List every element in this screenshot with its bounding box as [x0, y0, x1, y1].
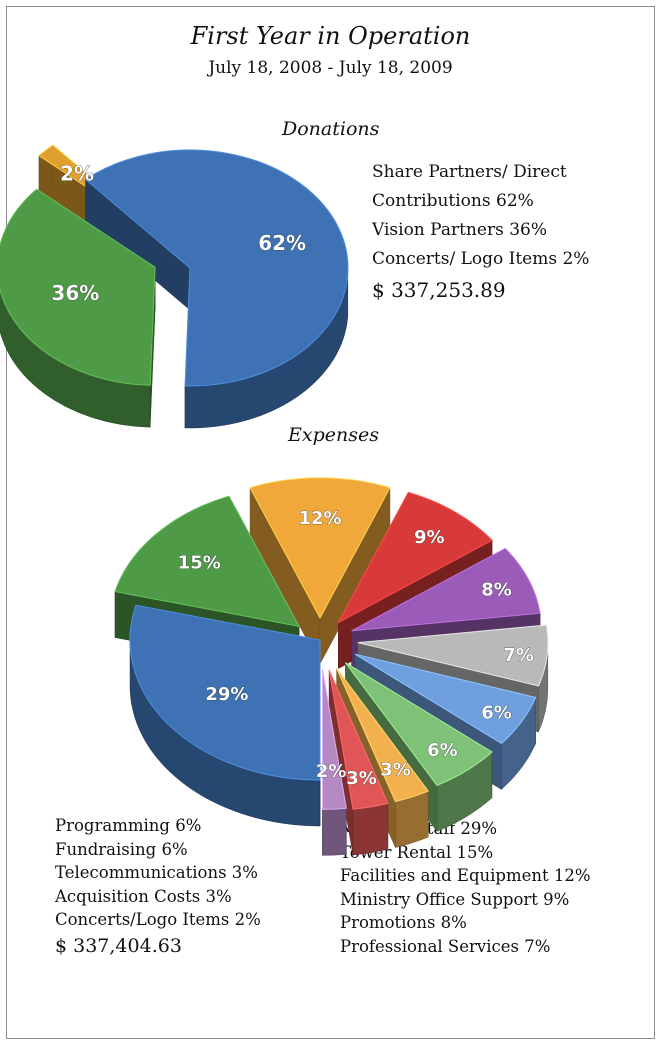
- expenses-legend-item: Facilities and Equipment 12%: [340, 866, 591, 885]
- expenses-slice-3: [249, 477, 391, 665]
- expenses-slice-10: [328, 670, 389, 856]
- donations-legend-line-3: Vision Partners 36%: [372, 220, 547, 240]
- expenses-title: Expenses: [288, 424, 379, 446]
- expenses-data-label: 8%: [481, 580, 512, 601]
- donations-slice-1: [84, 149, 349, 429]
- expenses-legend-item: Concerts/Logo Items 2%: [55, 910, 261, 929]
- donations-slice-2: [0, 188, 156, 428]
- expenses-legend-item: Telecommunications 3%: [55, 863, 258, 882]
- expenses-slice-1: [129, 604, 321, 827]
- donations-legend-line-1: Share Partners/ Direct: [372, 162, 567, 182]
- expenses-data-label: 12%: [298, 508, 341, 529]
- expenses-legend-item: Professional Services 7%: [340, 936, 551, 956]
- donations-title: Donations: [282, 118, 380, 140]
- donations-data-label: 36%: [51, 281, 99, 305]
- expenses-slice-11: [322, 669, 347, 856]
- expenses-data-label: 6%: [481, 703, 512, 724]
- expenses-legend-item: Programming 6%: [55, 816, 202, 835]
- donations-data-label: 62%: [258, 231, 306, 255]
- expenses-legend-item: Acquisition Costs 3%: [55, 886, 232, 906]
- expenses-data-label: 6%: [427, 740, 458, 761]
- donations-total: $ 337,253.89: [372, 278, 506, 302]
- donations-legend-line-4: Concerts/ Logo Items 2%: [372, 249, 590, 269]
- expenses-legend-item: Fundraising 6%: [55, 839, 188, 859]
- expenses-data-label: 3%: [380, 760, 411, 781]
- expenses-legend-item: Ministry Office Support 9%: [340, 889, 570, 909]
- expenses-legend-left: Programming 6% Fundraising 6% Telecommun…: [55, 814, 261, 958]
- expenses-data-label: 7%: [503, 645, 534, 666]
- donations-data-label: 2%: [60, 162, 94, 186]
- donations-legend-line-2: Contributions 62%: [372, 191, 534, 211]
- expenses-data-label: 9%: [414, 527, 445, 548]
- expenses-legend-item: Promotions 8%: [340, 913, 467, 932]
- donations-legend: Share Partners/ Direct Contributions 62%…: [372, 158, 589, 305]
- expenses-data-label: 15%: [178, 553, 221, 574]
- expenses-total: $ 337,404.63: [55, 934, 182, 957]
- expenses-data-label: 29%: [205, 684, 248, 705]
- page-title: First Year in Operation: [190, 22, 471, 50]
- page-subtitle: July 18, 2008 - July 18, 2009: [208, 58, 453, 78]
- expenses-data-label: 3%: [346, 768, 377, 789]
- expenses-data-label: 2%: [316, 761, 347, 782]
